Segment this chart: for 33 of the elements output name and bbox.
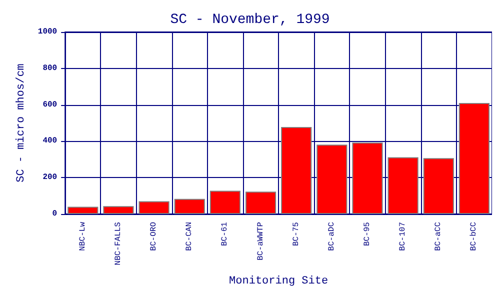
bar <box>458 102 490 214</box>
bar <box>316 144 348 214</box>
bar <box>210 190 240 214</box>
bar <box>103 206 134 214</box>
x-tick-label: BC-61 <box>220 222 230 246</box>
x-tick-label: BC-75 <box>292 222 301 246</box>
x-axis-title: Monitoring Site <box>229 276 328 288</box>
y-tick-label: 1000 <box>38 28 58 36</box>
x-tick-label: BC-CAN <box>185 222 194 251</box>
x-tick-label: NBC-Lw <box>78 222 88 251</box>
bar <box>68 206 98 214</box>
bar <box>138 201 170 214</box>
bar <box>245 192 276 214</box>
x-tick-label: BC-107 <box>398 222 408 251</box>
bar <box>352 142 383 214</box>
y-tick-label: 0 <box>52 210 58 218</box>
x-tick-label: BC-aCC <box>434 222 444 251</box>
x-tick-label: BC-aWWTP <box>256 222 266 260</box>
y-tick-label: 200 <box>42 173 58 182</box>
y-tick-label: 400 <box>42 136 58 146</box>
x-tick-label: BC-bCC <box>470 222 479 251</box>
chart-title: SC - November, 1999 <box>170 12 330 28</box>
bar <box>388 157 418 214</box>
bar <box>281 127 312 214</box>
y-tick-label: 600 <box>42 100 58 110</box>
bar <box>423 158 454 214</box>
y-tick-label: 800 <box>42 64 58 73</box>
y-axis-title: SC - micro mhos/cm <box>16 63 28 182</box>
x-tick-label: BC-95 <box>362 222 372 246</box>
bar <box>174 198 205 214</box>
x-tick-label: BC-ORO <box>150 222 159 251</box>
x-tick-label: NBC-FALLS <box>114 222 123 266</box>
x-tick-label: BC-aDC <box>327 222 336 251</box>
